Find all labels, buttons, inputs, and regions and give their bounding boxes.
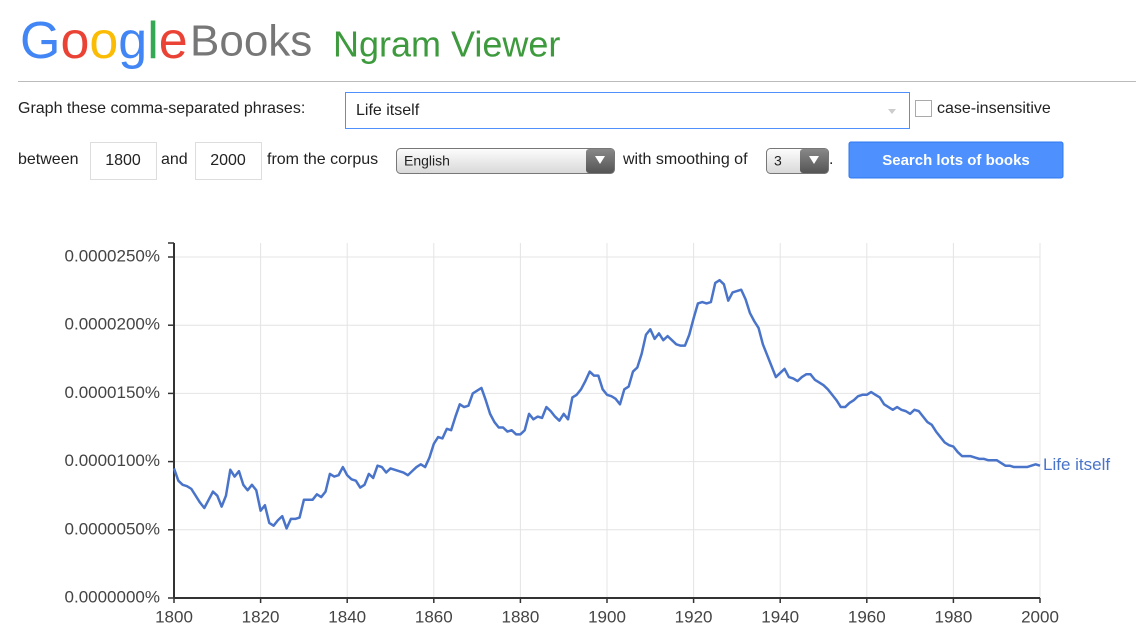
phrases-label: Graph these comma-separated phrases: — [18, 100, 305, 117]
corpus-label: from the corpus — [267, 151, 378, 168]
series-line — [172, 278, 1041, 530]
product-name: Books — [190, 17, 312, 66]
logo: Google — [20, 12, 188, 70]
search-button[interactable] — [848, 141, 1064, 179]
smoothing-label: with smoothing of — [622, 151, 748, 168]
logo-letter: o — [60, 12, 89, 70]
x-tick-label: 1940 — [761, 607, 799, 626]
y-tick-label: 0.0000200% — [65, 315, 160, 334]
and-label: and — [161, 151, 188, 168]
end-year-input[interactable] — [195, 142, 262, 180]
x-tick-label: 1820 — [242, 607, 280, 626]
start-year: 1800 — [105, 152, 141, 169]
y-tick-label: 0.0000050% — [65, 519, 160, 538]
x-tick-label: 2000 — [1021, 607, 1059, 626]
case-checkbox[interactable] — [915, 100, 932, 117]
phrases-input[interactable] — [345, 92, 910, 129]
search-button-label: Search lots of books — [882, 152, 1030, 169]
corpus-value: English — [404, 153, 450, 169]
phrases-dropdown-arrow[interactable] — [888, 109, 896, 114]
x-tick-label: 1880 — [501, 607, 539, 626]
y-tick-label: 0.0000100% — [65, 451, 160, 470]
y-tick-label: 0.0000000% — [65, 587, 160, 606]
logo-letter: g — [118, 12, 147, 70]
x-tick-label: 1920 — [675, 607, 713, 626]
logo-letter: o — [89, 12, 118, 70]
smoothing-value: 3 — [774, 153, 782, 169]
logo-letter: e — [159, 12, 188, 70]
y-tick-label: 0.0000150% — [65, 383, 160, 402]
logo-letter: G — [20, 12, 60, 70]
x-tick-label: 1860 — [415, 607, 453, 626]
start-year-input[interactable] — [90, 142, 157, 180]
x-tick-label: 1840 — [328, 607, 366, 626]
between-label: between — [18, 151, 79, 168]
x-tick-label: 1900 — [588, 607, 626, 626]
x-tick-label: 1800 — [155, 607, 193, 626]
page-title: Ngram Viewer — [333, 24, 560, 65]
end-year: 2000 — [210, 152, 246, 169]
y-tick-label: 0.0000250% — [65, 246, 160, 265]
phrases-value: Life itself — [356, 102, 420, 119]
logo-letter: l — [147, 12, 159, 70]
corpus-arrow — [595, 156, 605, 164]
corpus-select[interactable] — [396, 148, 615, 174]
smoothing-arrow — [809, 156, 819, 164]
case-label: case-insensitive — [937, 100, 1051, 117]
series-label: Life itself — [1043, 455, 1110, 474]
period: . — [829, 151, 833, 168]
x-tick-label: 1980 — [934, 607, 972, 626]
x-tick-label: 1960 — [848, 607, 886, 626]
